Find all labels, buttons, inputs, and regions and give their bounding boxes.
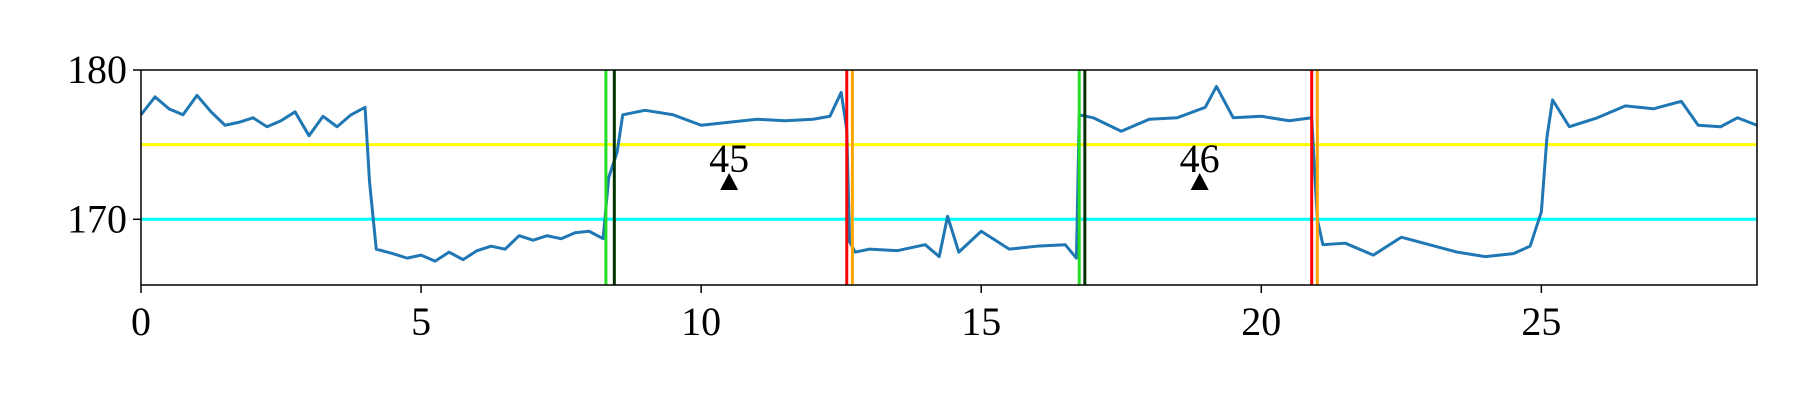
y-tick-label: 180 <box>67 47 127 92</box>
plot-frame <box>140 69 1758 286</box>
marker-label: 46 <box>1180 136 1220 181</box>
x-tick-label: 25 <box>1521 299 1561 344</box>
y-tick-label: 170 <box>67 196 127 241</box>
x-tick-label: 15 <box>961 299 1001 344</box>
x-tick-label: 20 <box>1241 299 1281 344</box>
marker <box>1190 172 1209 190</box>
marker <box>720 172 739 190</box>
marker-label: 45 <box>709 136 749 181</box>
x-tick-label: 0 <box>131 299 151 344</box>
x-tick-label: 5 <box>411 299 431 344</box>
data-line <box>139 84 1758 263</box>
x-tick-label: 10 <box>681 299 721 344</box>
